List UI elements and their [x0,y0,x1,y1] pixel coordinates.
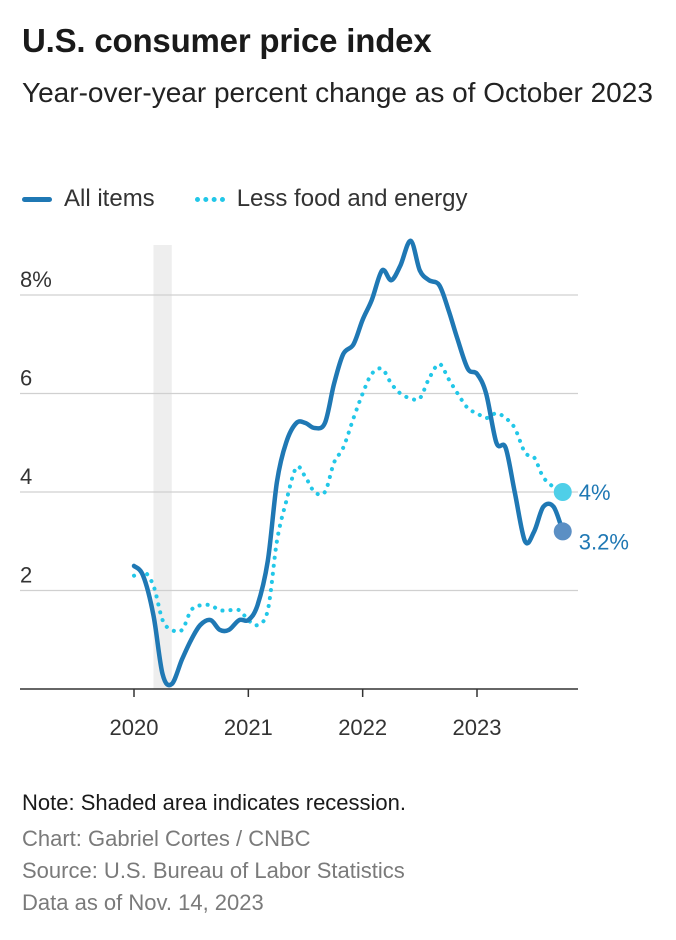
legend-label-all-items: All items [64,185,155,212]
chart-title: U.S. consumer price index [22,22,432,59]
y-tick-label: 4 [20,464,32,489]
x-tick-label: 2021 [224,715,273,740]
series-line-less-food-and-energy [132,361,565,634]
x-tick-label: 2023 [453,715,502,740]
footer-data-date: Data as of Nov. 14, 2023 [22,890,264,915]
series-line-all-items [131,238,566,688]
cpi-line-chart: 2 4 6 8% 2020 2021 2022 2023 4% 3.2% [20,238,629,740]
footer-source: Source: U.S. Bureau of Labor Statistics [22,858,405,883]
chart-legend: All items Less food and energy [22,184,508,214]
recession-band [153,245,172,689]
y-tick-label: 2 [20,563,32,588]
legend-swatch-solid [22,196,52,202]
chart-subtitle: Year-over-year percent change as of Octo… [22,77,653,108]
x-tick-label: 2020 [110,715,159,740]
legend-item-core: Less food and energy [194,185,468,213]
footer-note: Note: Shaded area indicates recession. [22,790,407,815]
y-tick-label: 8% [20,267,52,292]
end-label-all-items: 3.2% [579,529,629,554]
end-label-less-food-and-energy: 4% [579,480,611,505]
end-marker-all-items [553,522,572,541]
legend-label-core: Less food and energy [236,185,468,212]
end-marker-less-food-and-energy [553,483,572,501]
legend-item-all-items: All items [22,185,155,213]
x-tick-label: 2022 [338,715,387,740]
y-tick-label: 6 [20,366,32,391]
legend-swatch-dotted [194,196,225,202]
footer-credit: Chart: Gabriel Cortes / CNBC [22,826,311,851]
